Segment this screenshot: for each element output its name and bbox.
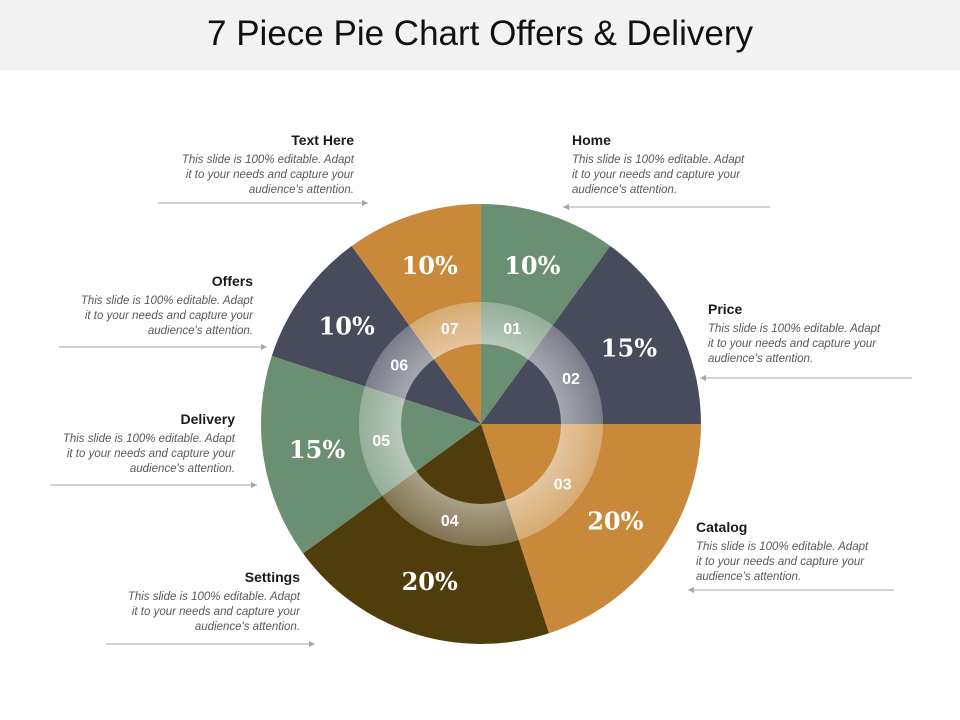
callout-line: audience's attention. bbox=[147, 325, 253, 337]
pie-slice-02 bbox=[481, 246, 701, 424]
callout-line: This slide is 100% editable. Adapt bbox=[62, 433, 235, 445]
slice-percent-label: 15% bbox=[289, 435, 345, 464]
callout-line: audience's attention. bbox=[708, 353, 814, 365]
pie-slice-04 bbox=[303, 424, 549, 644]
pie-slice-06 bbox=[271, 246, 481, 424]
slice-percent-label: 10% bbox=[319, 311, 375, 340]
pie-slice-03 bbox=[481, 424, 701, 634]
callout-description: This slide is 100% editable. Adapt it to… bbox=[43, 294, 253, 339]
callout-line: This slide is 100% editable. Adapt bbox=[572, 154, 745, 166]
callout-line: audience's attention. bbox=[696, 571, 802, 583]
pie-slice-01 bbox=[481, 204, 611, 424]
inner-ring-band bbox=[358, 301, 604, 546]
callout-settings: Settings This slide is 100% editable. Ad… bbox=[90, 569, 300, 635]
callout-text-here: Text Here This slide is 100% editable. A… bbox=[144, 132, 354, 198]
callout-heading: Price bbox=[708, 301, 743, 317]
slice-number-label: 04 bbox=[441, 513, 459, 530]
callout-line: it to your needs and capture your bbox=[84, 310, 253, 322]
slice-number-label: 07 bbox=[441, 321, 459, 338]
callout-line: audience's attention. bbox=[572, 184, 678, 196]
callout-description: This slide is 100% editable. Adapt it to… bbox=[25, 432, 235, 477]
callout-line: it to your needs and capture your bbox=[131, 606, 300, 618]
title-bar bbox=[0, 0, 960, 70]
slice-number-label: 05 bbox=[372, 433, 390, 450]
slice-percent-label: 10% bbox=[504, 251, 560, 280]
slice-percent-label: 20% bbox=[402, 567, 458, 596]
callout-heading: Home bbox=[572, 132, 611, 148]
slice-number-label: 02 bbox=[562, 371, 580, 388]
slice-number-label: 06 bbox=[390, 358, 408, 375]
pie-slice-07 bbox=[351, 204, 481, 424]
callout-heading: Text Here bbox=[291, 132, 354, 148]
slice-number-label: 01 bbox=[503, 321, 521, 338]
callout-heading: Settings bbox=[244, 569, 300, 585]
pie-labels: 10% 01 15% 02 20% 03 20% 04 15% 05 10% 06 10% 07 bbox=[289, 251, 657, 596]
callout-line: audience's attention. bbox=[129, 463, 235, 475]
callout-heading: Offers bbox=[211, 273, 253, 289]
callout-home: Home This slide is 100% editable. Adapt … bbox=[572, 132, 782, 198]
callout-description: This slide is 100% editable. Adapt it to… bbox=[144, 153, 354, 198]
callout-description: This slide is 100% editable. Adapt it to… bbox=[90, 590, 300, 635]
inner-ring bbox=[358, 301, 604, 546]
callout-heading: Delivery bbox=[180, 411, 235, 427]
callout-line: it to your needs and capture your bbox=[708, 338, 877, 350]
callout-line: This slide is 100% editable. Adapt bbox=[708, 323, 881, 335]
callout-description: This slide is 100% editable. Adapt it to… bbox=[696, 540, 906, 585]
callout-line: audience's attention. bbox=[248, 184, 354, 196]
slice-percent-label: 15% bbox=[601, 334, 657, 363]
callout-line: it to your needs and capture your bbox=[696, 556, 865, 568]
callout-heading: Catalog bbox=[696, 519, 748, 535]
callout-price: Price This slide is 100% editable. Adapt… bbox=[708, 301, 923, 367]
callout-delivery: Delivery This slide is 100% editable. Ad… bbox=[25, 411, 235, 477]
callout-line: it to your needs and capture your bbox=[572, 169, 741, 181]
callout-line: it to your needs and capture your bbox=[66, 448, 235, 460]
callout-line: it to your needs and capture your bbox=[185, 169, 354, 181]
callout-line: This slide is 100% editable. Adapt bbox=[181, 154, 354, 166]
slice-percent-label: 10% bbox=[402, 251, 458, 280]
callout-catalog: Catalog This slide is 100% editable. Ada… bbox=[696, 519, 906, 585]
page-title: 7 Piece Pie Chart Offers & Delivery bbox=[207, 14, 753, 53]
callout-description: This slide is 100% editable. Adapt it to… bbox=[708, 322, 923, 367]
slice-percent-label: 20% bbox=[587, 507, 643, 536]
pie-slices bbox=[261, 204, 701, 644]
callout-arrows bbox=[50, 200, 912, 647]
callout-offers: Offers This slide is 100% editable. Adap… bbox=[43, 273, 253, 339]
callout-line: This slide is 100% editable. Adapt bbox=[696, 541, 869, 553]
callout-line: This slide is 100% editable. Adapt bbox=[80, 295, 253, 307]
callout-line: audience's attention. bbox=[194, 621, 300, 633]
callout-line: This slide is 100% editable. Adapt bbox=[127, 591, 300, 603]
callout-description: This slide is 100% editable. Adapt it to… bbox=[572, 153, 782, 198]
slice-number-label: 03 bbox=[554, 476, 572, 493]
